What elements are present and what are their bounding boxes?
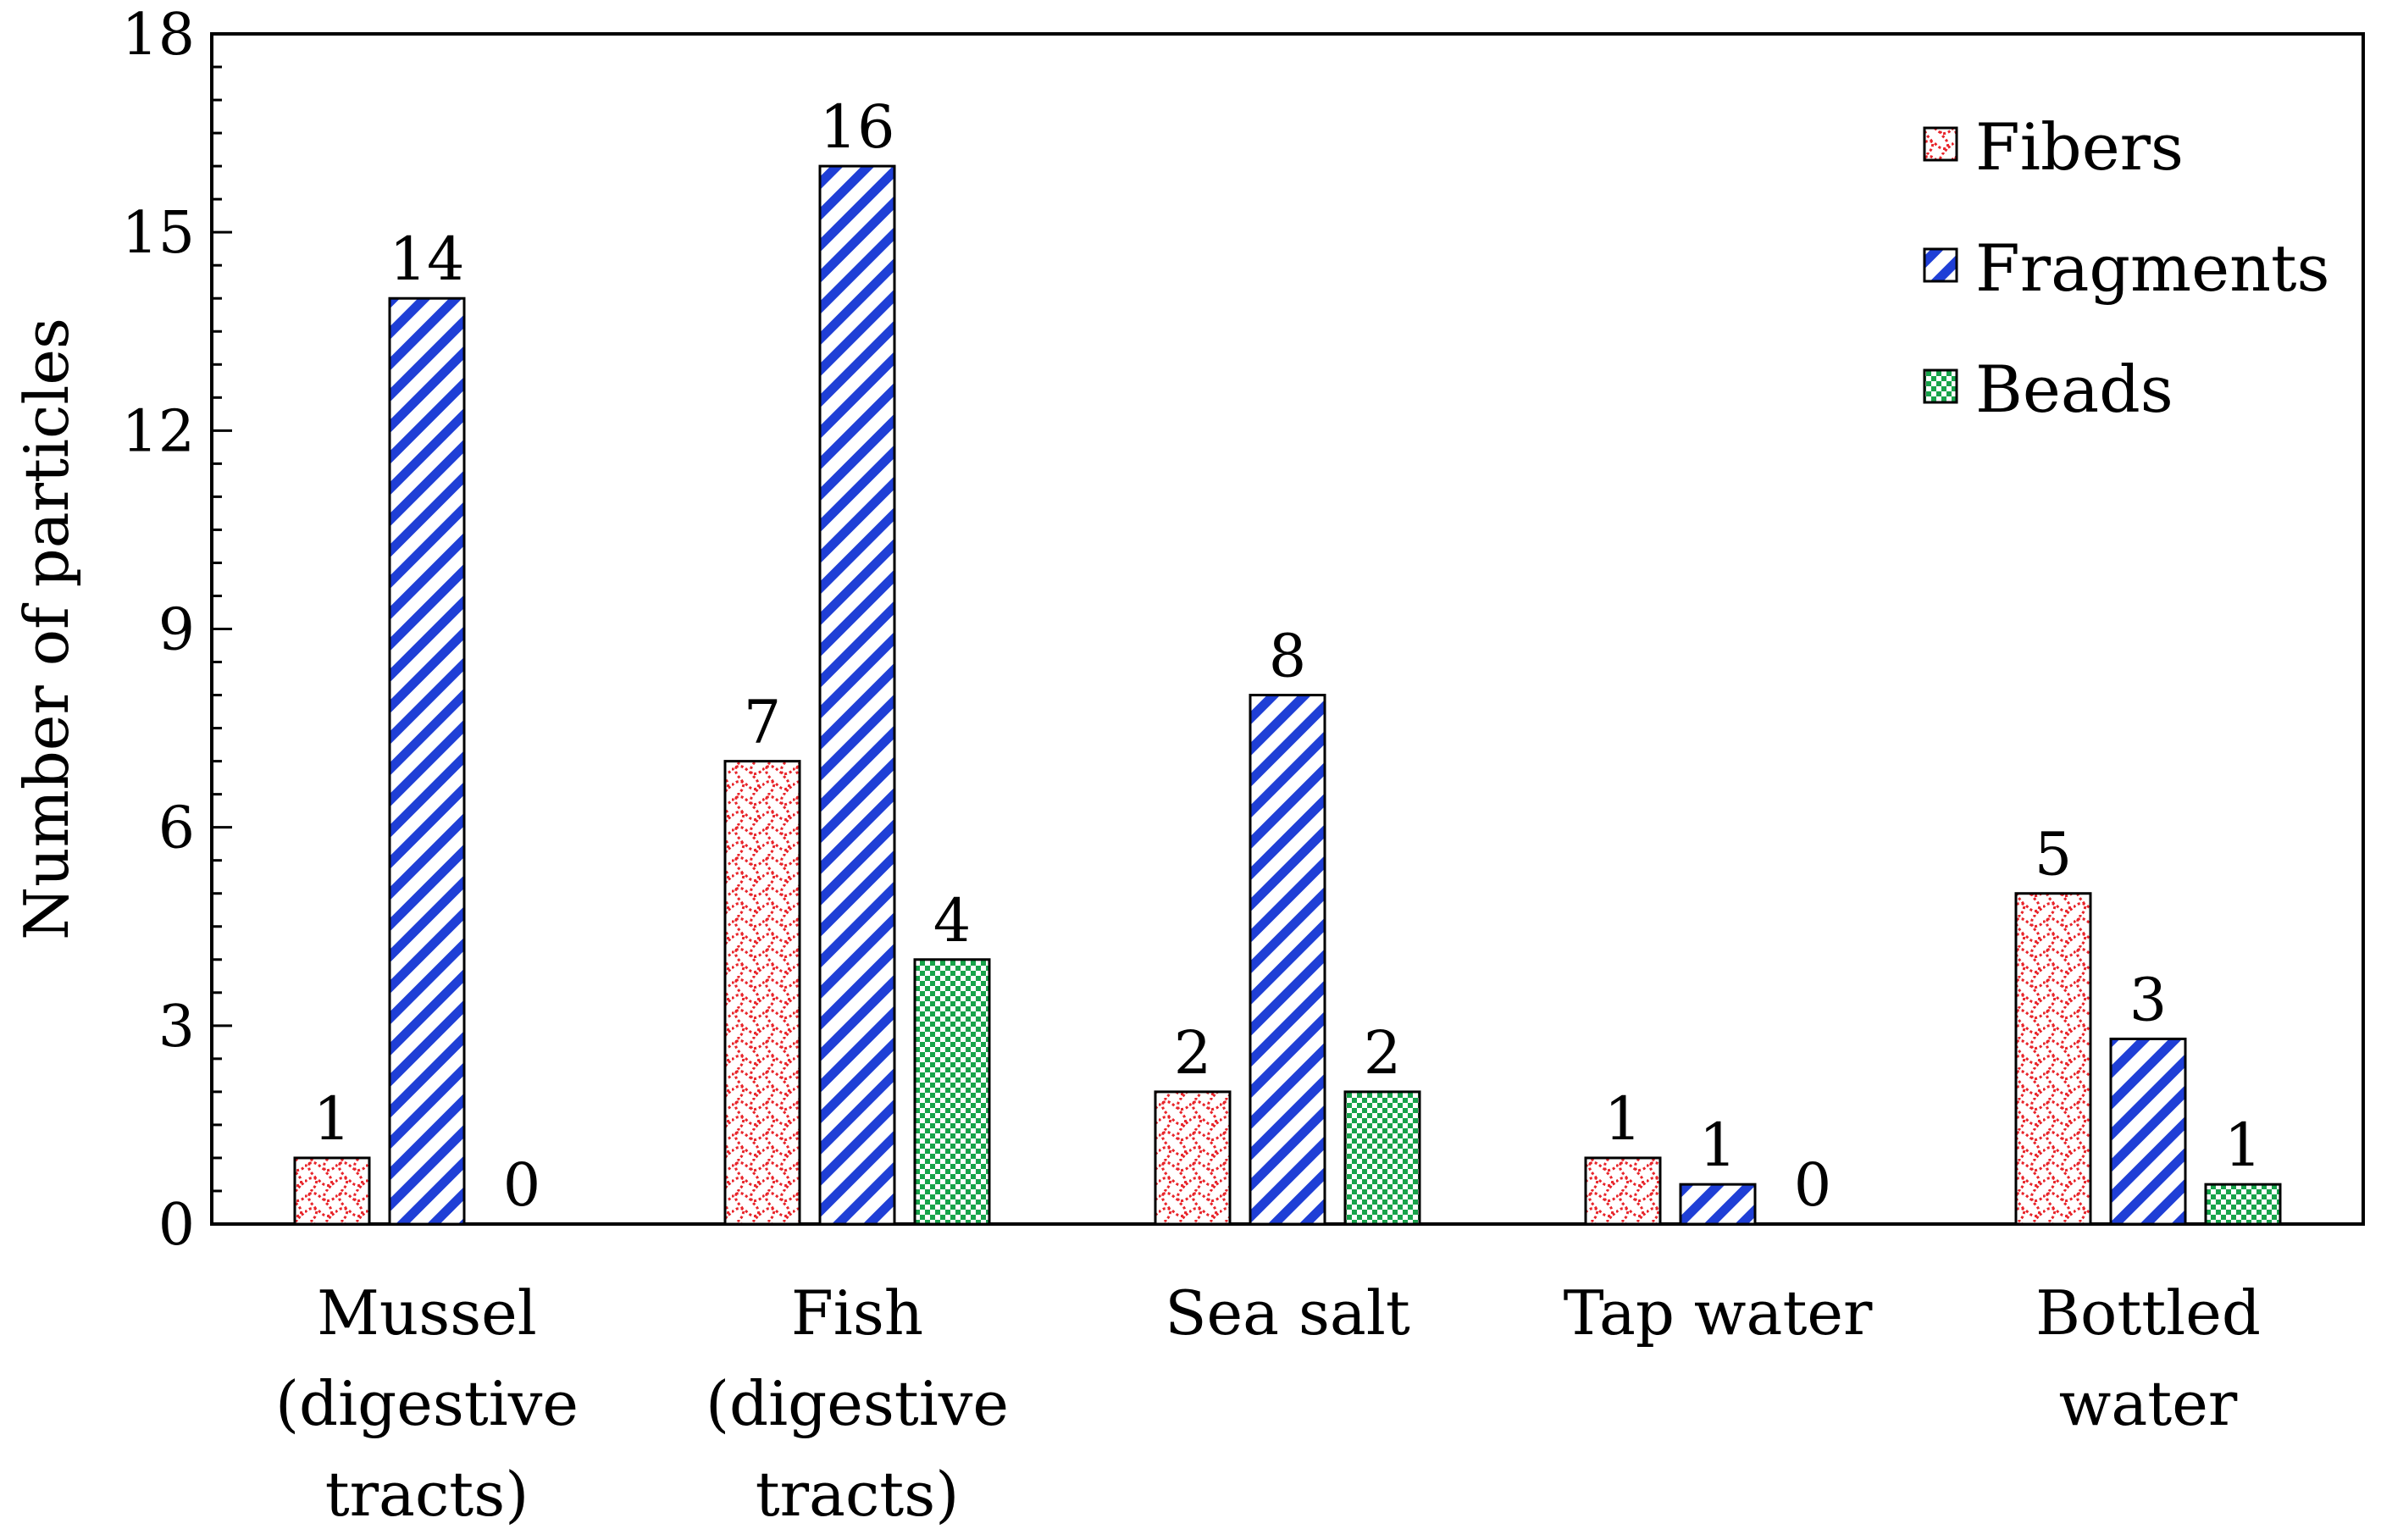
x-category-label: (digestive	[275, 1368, 579, 1439]
data-label-fibers: 2	[1174, 1018, 1212, 1088]
bar-beads	[1343, 1090, 1421, 1226]
bar-fibers	[723, 760, 801, 1226]
bar-fragments	[1679, 1183, 1757, 1226]
legend-swatch-beads	[1923, 368, 1958, 404]
bar-beads	[913, 958, 991, 1226]
data-label-beads: 4	[933, 886, 972, 956]
y-tick-label: 12	[121, 398, 195, 465]
x-category-label: Fish	[791, 1277, 923, 1349]
x-category-label: Sea salt	[1165, 1277, 1410, 1349]
x-category-label: water	[2059, 1368, 2238, 1439]
x-category-label: Bottled	[2035, 1277, 2261, 1349]
legend-swatch-fragments	[1923, 247, 1958, 283]
data-label-fibers: 5	[2035, 820, 2073, 889]
data-label-beads: 2	[1364, 1018, 1402, 1088]
data-label-beads: 1	[2224, 1111, 2262, 1180]
y-tick-label: 18	[121, 2, 195, 69]
data-label-beads: 0	[1794, 1150, 1832, 1220]
y-tick-label: 0	[158, 1192, 195, 1259]
y-tick-label: 3	[158, 994, 195, 1061]
x-category-label: tracts)	[325, 1459, 529, 1530]
bar-beads	[2204, 1183, 2282, 1226]
y-tick-label: 15	[121, 200, 195, 267]
legend: Fibers Fragments Beads	[1923, 109, 2330, 427]
data-label-fragments: 1	[1699, 1111, 1737, 1180]
bar-fragments	[388, 296, 466, 1226]
data-label-fragments: 8	[1269, 622, 1307, 691]
y-tick-label: 6	[158, 795, 195, 862]
x-category-label: (digestive	[706, 1368, 1009, 1439]
bar-fibers	[1584, 1156, 1662, 1226]
x-category-label: Mussel	[317, 1277, 537, 1349]
legend-label-fragments: Fragments	[1975, 230, 2330, 306]
legend-swatch-fibers	[1923, 126, 1958, 162]
bar-fragments	[1249, 694, 1326, 1226]
bars-layer	[293, 164, 2282, 1226]
legend-label-fibers: Fibers	[1975, 109, 2184, 185]
bar-fibers	[293, 1156, 371, 1226]
data-label-fragments: 16	[819, 92, 894, 162]
data-label-fibers: 1	[1604, 1084, 1642, 1154]
bar-fragments	[818, 164, 896, 1226]
data-label-fibers: 1	[313, 1084, 352, 1154]
x-category-label: tracts)	[756, 1459, 960, 1530]
data-label-beads: 0	[503, 1150, 541, 1220]
bar-fibers	[2014, 892, 2092, 1226]
legend-label-beads: Beads	[1975, 352, 2173, 427]
data-label-fragments: 3	[2129, 965, 2168, 1034]
data-label-fragments: 14	[389, 224, 464, 294]
bar-fragments	[2109, 1037, 2187, 1226]
x-category-label: Tap water	[1564, 1277, 1873, 1349]
data-label-fibers: 7	[744, 688, 782, 757]
bar-fibers	[1154, 1090, 1232, 1226]
y-tick-label: 9	[158, 597, 195, 664]
y-axis-label: Number of particles	[11, 318, 82, 940]
